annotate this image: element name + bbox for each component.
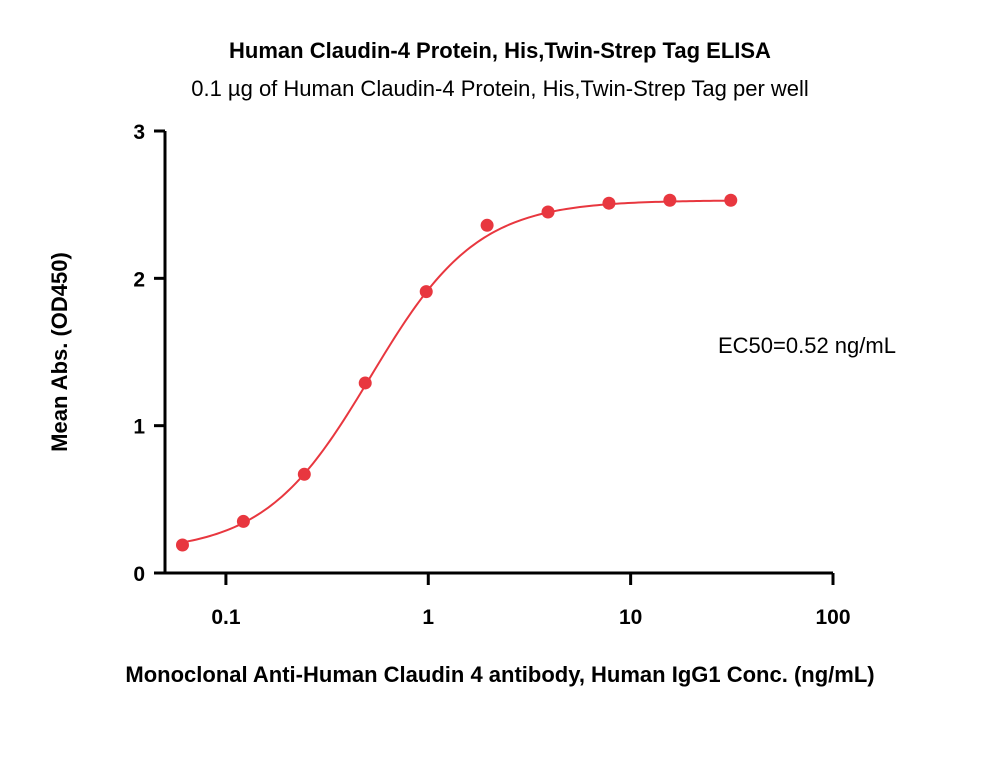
y-tick-label: 2 bbox=[133, 268, 145, 291]
data-point bbox=[175, 538, 189, 552]
y-tick-label: 1 bbox=[133, 416, 145, 439]
data-point bbox=[297, 467, 311, 481]
x-axis-label: Monoclonal Anti-Human Claudin 4 antibody… bbox=[125, 662, 874, 687]
ec50-annotation: EC50=0.52 ng/mL bbox=[718, 333, 896, 358]
data-point bbox=[480, 218, 494, 232]
y-axis-label: Mean Abs. (OD450) bbox=[47, 252, 72, 452]
data-point bbox=[236, 514, 250, 528]
data-point bbox=[541, 205, 555, 219]
data-point bbox=[602, 196, 616, 210]
data-point bbox=[358, 376, 372, 390]
data-point bbox=[419, 285, 433, 299]
y-axis: 0 1 2 3 bbox=[133, 121, 167, 586]
y-tick-label: 0 bbox=[133, 563, 145, 586]
x-tick-label: 0.1 bbox=[211, 606, 241, 629]
fit-curve bbox=[182, 199, 731, 544]
data-point bbox=[663, 193, 677, 207]
x-tick-label: 10 bbox=[619, 606, 642, 629]
x-axis: 0.1 1 10 100 bbox=[165, 571, 851, 629]
x-tick-label: 100 bbox=[815, 606, 850, 629]
data-point bbox=[724, 193, 738, 207]
y-tick-label: 3 bbox=[133, 121, 145, 144]
chart-subtitle: 0.1 µg of Human Claudin-4 Protein, His,T… bbox=[191, 76, 809, 101]
x-tick-label: 1 bbox=[422, 606, 434, 629]
chart-title: Human Claudin-4 Protein, His,Twin-Strep … bbox=[229, 38, 771, 63]
